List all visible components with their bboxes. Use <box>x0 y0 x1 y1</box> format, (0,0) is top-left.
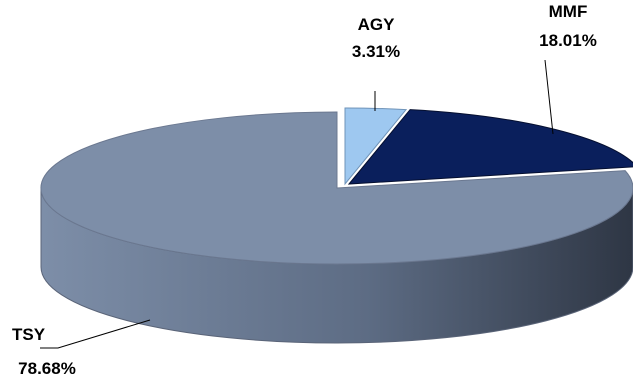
value-tsy: 78.68% <box>18 359 76 378</box>
slice-mmf <box>347 109 633 185</box>
label-mmf: MMF <box>549 2 588 21</box>
leader-line-tsy <box>40 319 151 349</box>
label-tsy: TSY <box>12 325 46 344</box>
leader-line-mmf <box>544 59 554 135</box>
value-mmf: 18.01% <box>539 31 597 50</box>
value-agy: 3.31% <box>352 42 400 61</box>
label-agy: AGY <box>358 15 396 34</box>
slice-tsy <box>40 111 633 265</box>
slice-agy <box>344 107 408 186</box>
